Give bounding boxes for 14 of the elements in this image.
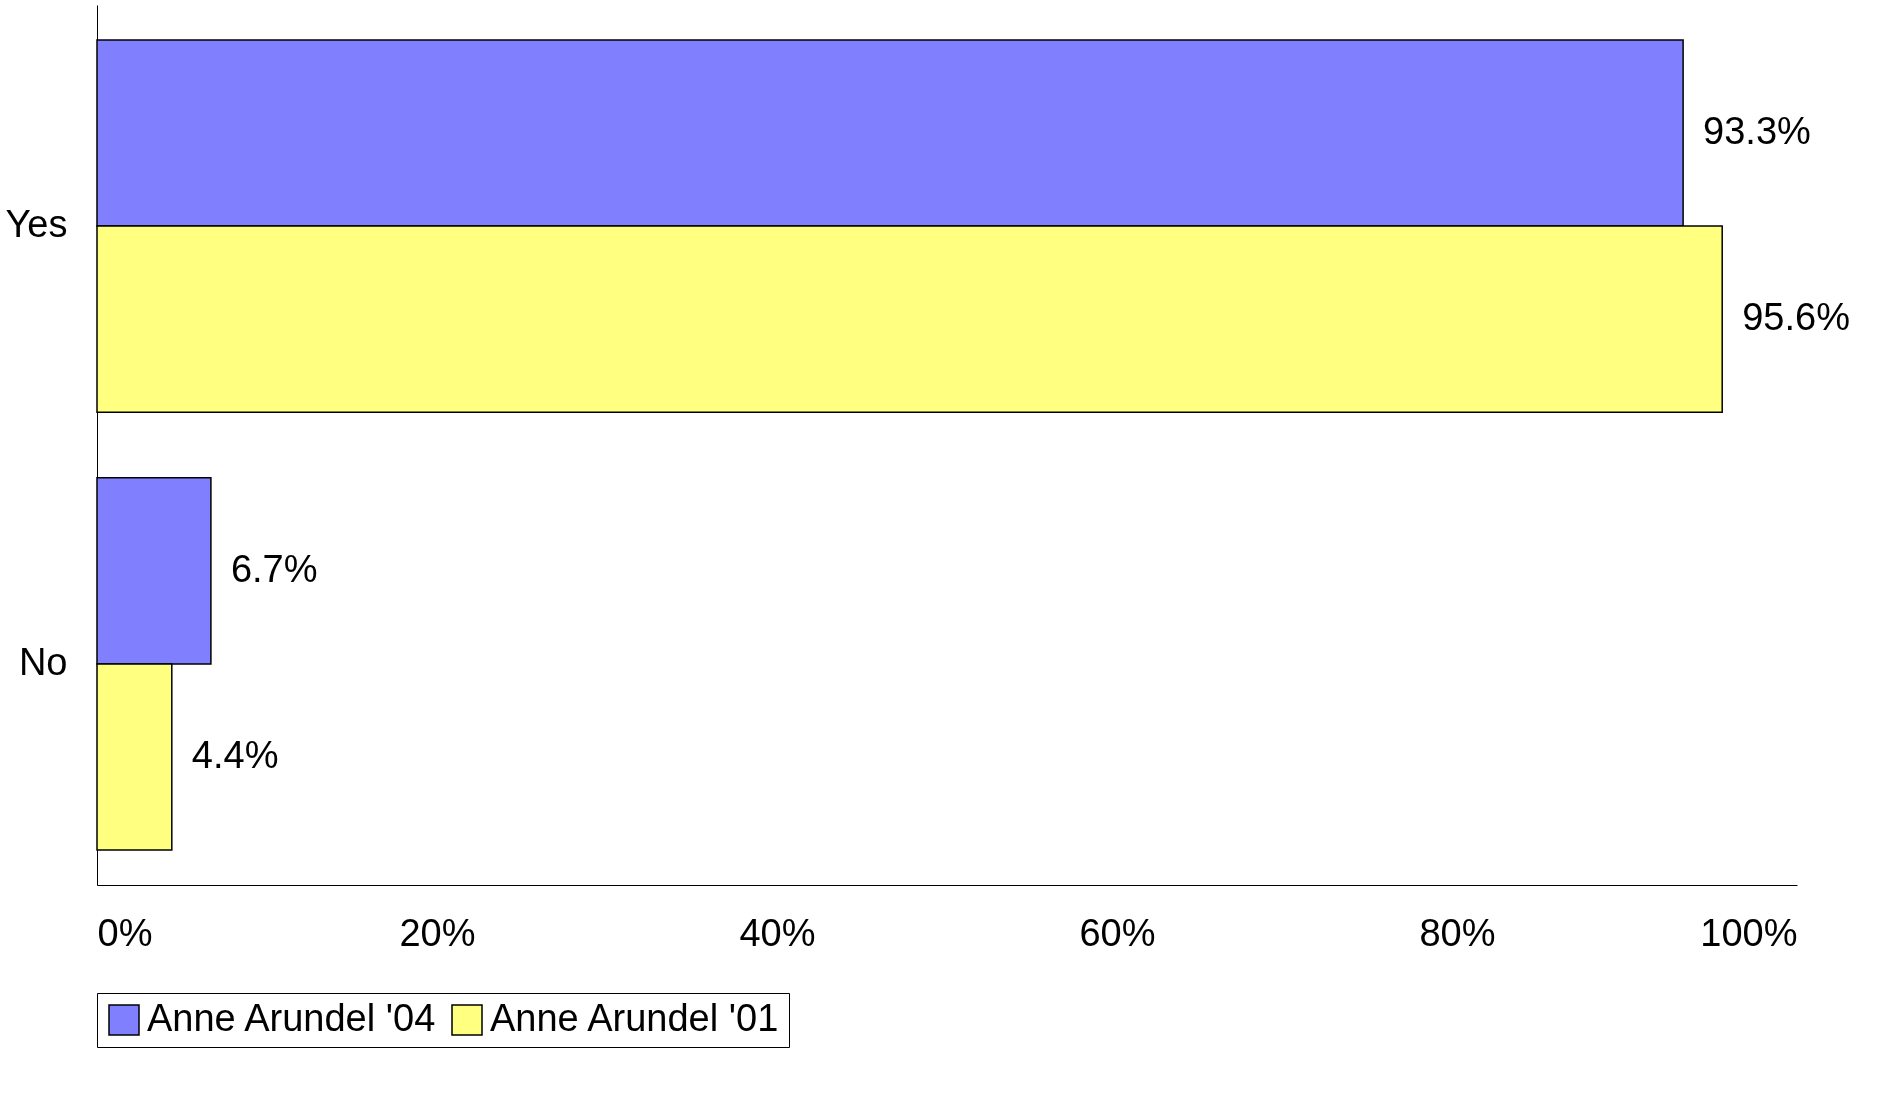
x-tick-label: 60% [1079,911,1156,954]
x-tick-label: 80% [1419,911,1496,954]
x-tick-label: 40% [739,911,816,954]
data-label: 93.3% [1703,110,1811,153]
data-label: 4.4% [191,733,279,776]
data-label: 95.6% [1742,296,1850,339]
y-tick-label: Yes [5,203,68,246]
legend-label: Anne Arundel '04 [147,997,436,1039]
x-tick-label: 0% [97,911,153,954]
x-tick-label: 20% [399,911,476,954]
x-tick-label: 100% [1700,911,1798,954]
legend-label: Anne Arundel '01 [490,997,779,1039]
data-label: 6.7% [230,547,318,590]
y-tick-label: No [18,640,68,683]
